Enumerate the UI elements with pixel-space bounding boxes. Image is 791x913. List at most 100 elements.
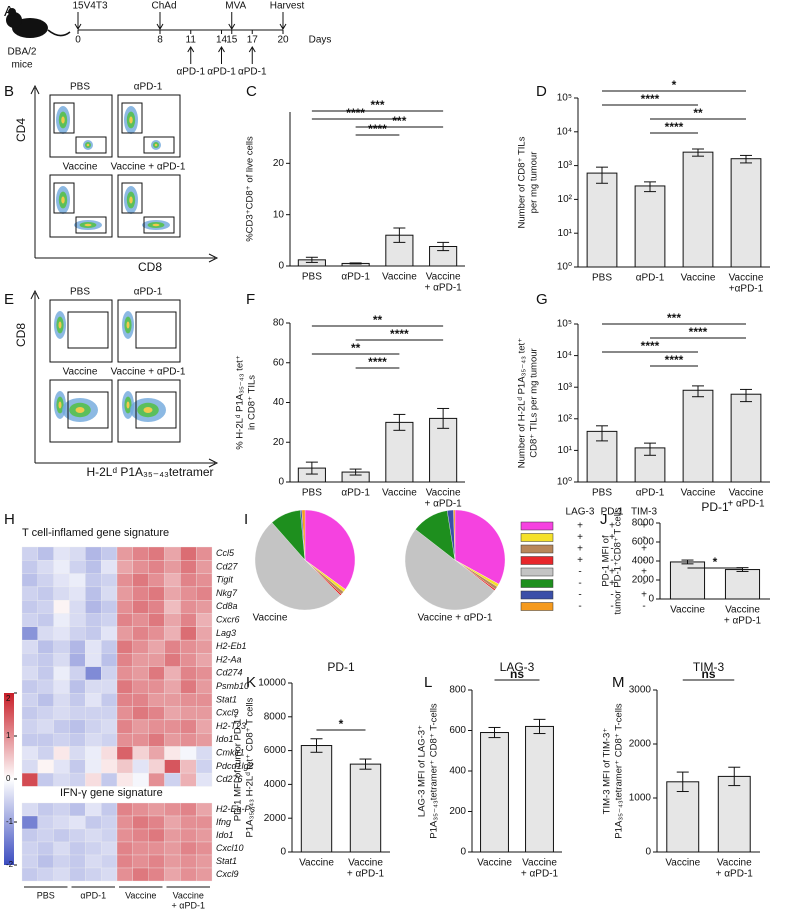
heatmap-cell [85, 706, 102, 721]
bar [682, 389, 714, 483]
legend-marker: + [609, 521, 615, 532]
flow-density [129, 116, 133, 124]
heatmap-cell [132, 586, 149, 601]
colorbar-tick-label: -1 [6, 817, 14, 826]
flow-y-axis-label: CD4 [14, 118, 28, 142]
heatmap-cell [69, 639, 86, 654]
heatmap-cell [164, 733, 181, 747]
heatmap-cell [148, 586, 165, 601]
x-tick-label: Vaccine [426, 488, 461, 499]
heatmap-cell [53, 600, 70, 614]
heatmap-cell [21, 560, 38, 574]
mouse-tail [47, 29, 71, 37]
x-tick-label: αPD-1 [636, 273, 665, 284]
heatmap-cell [164, 828, 181, 843]
heatmap-cell [116, 639, 133, 654]
y-axis-label: per mg tumour [529, 152, 540, 214]
x-tick-label: + αPD-1 [425, 283, 463, 294]
panel-label: C [246, 83, 257, 100]
gene-label: Pdcd1lg2 [216, 761, 254, 771]
heatmap-cell [85, 679, 102, 694]
heatmap-cell [69, 772, 86, 787]
heatmap-cell [164, 600, 181, 614]
heatmap-cell [196, 666, 213, 681]
gene-label: H2-Eb1 [216, 641, 247, 651]
heatmap-cell [21, 828, 38, 843]
bar [682, 151, 714, 268]
arrow-head [156, 23, 164, 30]
bar [724, 569, 761, 600]
heatmap-cell [148, 546, 165, 561]
heatmap-cell [69, 586, 86, 601]
gate [53, 182, 75, 214]
heatmap-cell [101, 560, 118, 574]
y-tick-label: 10² [558, 413, 573, 424]
heatmap-cell [180, 867, 197, 882]
panel-label: B [4, 83, 14, 100]
heatmap-cell [21, 586, 38, 601]
y-tick-label: 0 [280, 847, 286, 858]
y-axis-label: LAG-3 MFI of LAG-3⁺ [417, 725, 428, 817]
y-tick-label: 10⁴ [557, 350, 572, 361]
y-tick-label: 10¹ [558, 228, 573, 239]
heatmap-cell [101, 759, 118, 774]
gate [121, 182, 143, 214]
significance-label: **** [665, 120, 684, 134]
heatmap-cell [85, 693, 102, 707]
heatmap-cell [53, 841, 70, 856]
heatmap-cell [196, 733, 213, 747]
y-axis-label: tumor PD-1⁺CD8⁺ T cells [613, 507, 624, 615]
y-tick-label: 4000 [632, 556, 655, 567]
heatmap-cell [132, 828, 149, 843]
heatmap-cell [196, 841, 213, 856]
x-tick-label: PBS [592, 273, 612, 284]
x-tick-label: + αPD-1 [347, 869, 385, 880]
flow-density [61, 116, 65, 124]
group-label: PBS [37, 890, 55, 900]
y-tick-label: 2000 [264, 813, 287, 824]
heatmap-cell [196, 693, 213, 707]
heatmap-cell [37, 613, 54, 627]
heatmap-cell [116, 867, 133, 882]
heatmap-cell [37, 679, 54, 694]
heatmap-cell [101, 586, 118, 601]
event-label: Harvest [270, 1, 305, 12]
heatmap-cell [148, 693, 165, 707]
gene-label: Ido1 [216, 734, 234, 744]
heatmap-cell [69, 802, 86, 817]
pie-label: Vaccine [253, 613, 288, 624]
heatmap-cell [180, 639, 197, 654]
heatmap-cell [21, 626, 38, 641]
arrow-head [30, 84, 40, 95]
heatmap-cell [85, 828, 102, 843]
heatmap-cell [132, 679, 149, 694]
group-label: αPD-1 [80, 890, 106, 900]
heatmap-cell [164, 841, 181, 856]
heatmap-cell [164, 546, 181, 561]
legend-marker: - [642, 555, 645, 566]
gene-label: Cd8a [216, 601, 238, 611]
heatmap-cell [85, 560, 102, 574]
heatmap-cell [196, 560, 213, 574]
significance-label: **** [390, 327, 409, 341]
legend-marker: - [578, 601, 581, 612]
heatmap-cell [196, 828, 213, 843]
legend-header: TIM-3 [631, 507, 658, 518]
heatmap-cell [101, 693, 118, 707]
heatmap-cell [53, 759, 70, 774]
heatmap-cell [180, 854, 197, 869]
heatmap-cell [116, 693, 133, 707]
group-label: + αPD-1 [172, 900, 205, 910]
heatmap-cell [196, 613, 213, 627]
gene-label: Nkg7 [216, 588, 238, 598]
x-tick-label: Vaccine [725, 605, 760, 616]
y-tick-label: 0 [278, 477, 284, 488]
heatmap-cell [85, 626, 102, 641]
heatmap-cell [132, 546, 149, 561]
arrow-head [279, 23, 287, 30]
colorbar-tick-label: -2 [6, 860, 14, 869]
heatmap-cell [148, 600, 165, 614]
heatmap-cell [69, 854, 86, 869]
event-label: MVA [225, 1, 246, 12]
heatmap-cell [21, 613, 38, 627]
